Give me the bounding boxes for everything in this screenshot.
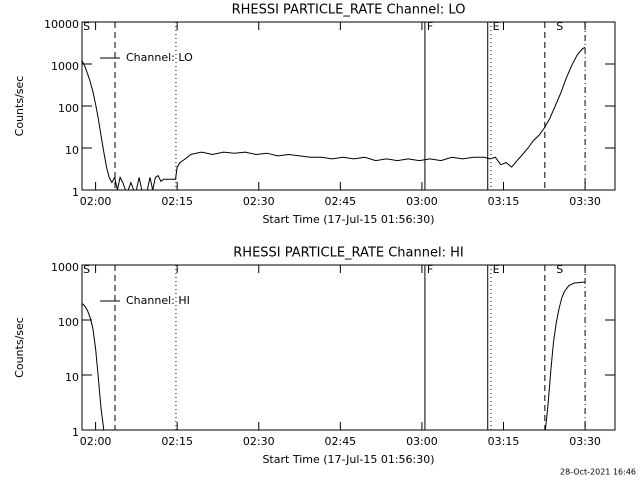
event-label: S xyxy=(83,263,90,276)
event-label: E xyxy=(493,20,500,33)
x-tick-label: 02:15 xyxy=(161,195,193,208)
chart-title: RHESSI PARTICLE_RATE Channel: HI xyxy=(233,246,463,261)
y-tick-label: 100 xyxy=(58,102,79,115)
x-tick-label: 03:15 xyxy=(488,195,520,208)
y-tick-label: 1 xyxy=(72,186,79,199)
chart: RHESSI PARTICLE_RATE Channel: HI Start Ti… xyxy=(13,246,616,466)
event-label: S xyxy=(556,263,563,276)
event-label: S xyxy=(556,20,563,33)
x-tick-label: 02:15 xyxy=(161,435,193,448)
y-axis-title: Counts/sec xyxy=(13,76,26,137)
y-tick-label: 1000 xyxy=(51,261,79,274)
x-tick-label: 02:00 xyxy=(80,435,112,448)
x-tick-label: 03:30 xyxy=(569,195,601,208)
x-axis-title: Start Time (17-Jul-15 01:56:30) xyxy=(262,213,434,226)
legend-label: Channel: HI xyxy=(126,294,190,307)
y-tick-label: 10 xyxy=(65,371,79,384)
x-axis-title: Start Time (17-Jul-15 01:56:30) xyxy=(262,453,434,466)
chart: RHESSI PARTICLE_RATE Channel: LO Start Ti… xyxy=(13,3,616,226)
x-tick-label: 02:00 xyxy=(80,195,112,208)
y-tick-label: 10000 xyxy=(44,18,79,31)
series-line xyxy=(81,46,586,191)
chart-title: RHESSI PARTICLE_RATE Channel: LO xyxy=(232,3,466,18)
event-label: S xyxy=(83,20,90,33)
legend-label: Channel: LO xyxy=(126,51,193,64)
y-axis-title: Counts/sec xyxy=(13,317,26,378)
y-tick-label: 10 xyxy=(65,144,79,157)
x-tick-label: 03:00 xyxy=(406,435,438,448)
x-tick-label: 02:30 xyxy=(243,435,275,448)
x-tick-label: 02:45 xyxy=(324,435,356,448)
event-label: F xyxy=(427,20,433,33)
event-label: E xyxy=(493,263,500,276)
event-label: F xyxy=(427,263,433,276)
series-line xyxy=(81,281,586,431)
x-tick-label: 03:15 xyxy=(488,435,520,448)
x-tick-label: 03:00 xyxy=(406,195,438,208)
plot-frame xyxy=(81,21,616,191)
y-tick-label: 1 xyxy=(72,426,79,439)
y-tick-label: 1000 xyxy=(51,60,79,73)
plot-frame xyxy=(81,264,616,431)
x-tick-label: 02:45 xyxy=(324,195,356,208)
y-tick-label: 100 xyxy=(58,316,79,329)
x-tick-label: 02:30 xyxy=(243,195,275,208)
timestamp: 28-Oct-2021 16:46 xyxy=(560,468,636,477)
x-tick-label: 03:30 xyxy=(569,435,601,448)
